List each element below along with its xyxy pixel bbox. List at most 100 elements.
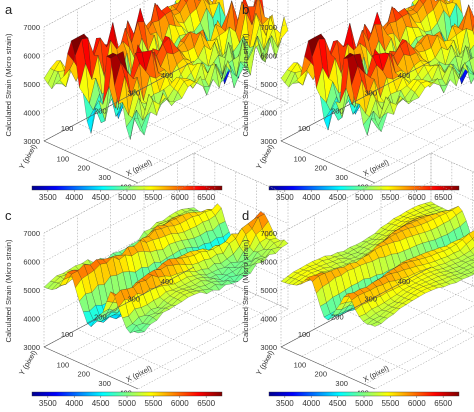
z-tick-label: 3000 [260, 343, 277, 352]
panel-b: 3000 4000 5000 6000 7000 100 200 300 400 100 200 30… [241, 0, 474, 202]
surface-cell [133, 118, 145, 136]
y-axis-label: Y (pixel) [254, 142, 276, 171]
z-tick-label: 3000 [23, 343, 40, 352]
x-tick-label: 300 [335, 173, 348, 182]
colorbar [268, 391, 460, 397]
panel-letter: c [5, 208, 12, 223]
z-axis-label: Calculated Strain (Micro strain) [241, 33, 250, 136]
y-axis-line [43, 60, 195, 142]
z-tick-label: 7000 [23, 229, 40, 238]
panel-letter: b [242, 2, 249, 17]
z-tick-label: 5000 [260, 286, 277, 295]
y-tick-label: 200 [331, 106, 344, 115]
colorbar-tick-label: 5000 [355, 399, 373, 408]
z-tick-label: 4000 [23, 109, 40, 118]
z-tick-label: 5000 [260, 80, 277, 89]
x-axis-line [280, 346, 376, 390]
surface-cell [370, 321, 382, 327]
z-tick-label: 6000 [23, 258, 40, 267]
x-axis-label: X (pixel) [362, 363, 391, 384]
colorbar-tick-label: 6500 [434, 399, 452, 408]
y-tick-label: 100 [298, 330, 311, 339]
colorbar-tick-label: 5500 [381, 193, 399, 202]
x-tick-label: 100 [294, 154, 307, 163]
y-tick-label: 300 [364, 295, 377, 304]
y-tick-label: 400 [398, 71, 411, 80]
x-axis-label: X (pixel) [125, 363, 154, 384]
panel-d: 3000 4000 5000 6000 7000 100 200 300 400 100 200 30… [241, 152, 474, 408]
y-tick-label: 200 [331, 312, 344, 321]
z-tick-label: 3000 [23, 137, 40, 146]
x-gridline [64, 162, 216, 357]
colorbar-tick-label: 6000 [171, 399, 189, 408]
x-tick-label: 300 [335, 379, 348, 388]
colorbar-tick-label: 4000 [302, 193, 320, 202]
z-tick-label: 7000 [23, 23, 40, 32]
z-tick-label: 4000 [23, 315, 40, 324]
x-tick-label: 100 [57, 154, 70, 163]
colorbar-tick-label: 5000 [118, 193, 136, 202]
z-axis-label: Calculated Strain (Micro strain) [4, 239, 13, 342]
colorbar-tick-label: 5000 [355, 193, 373, 202]
x-tick-label: 100 [294, 360, 307, 369]
surface-cell [370, 118, 382, 132]
y-axis-line [280, 60, 432, 142]
colorbar-tick-label: 4000 [302, 399, 320, 408]
x-gridline [301, 162, 453, 357]
x-axis-line [43, 140, 139, 184]
panel-c: 3000 4000 5000 6000 7000 100 200 300 400 100 200 30… [4, 152, 289, 408]
y-tick-label: 400 [398, 277, 411, 286]
axis-pane [280, 0, 432, 142]
colorbar-tick-label: 6500 [434, 193, 452, 202]
z-tick-label: 6000 [260, 258, 277, 267]
z-axis-label: Calculated Strain (Micro strain) [4, 33, 13, 136]
z-tick-label: 7000 [260, 23, 277, 32]
x-axis-label: X (pixel) [362, 157, 391, 178]
x-tick-label: 200 [78, 370, 91, 379]
colorbar-tick-label: 6000 [408, 399, 426, 408]
colorbar-tick-label: 4500 [329, 399, 347, 408]
panel-letter: d [242, 208, 249, 223]
colorbar [31, 185, 223, 191]
z-tick-label: 6000 [260, 52, 277, 61]
z-tick-label: 6000 [23, 52, 40, 61]
y-axis-label: Y (pixel) [17, 348, 39, 377]
colorbar-tick-label: 5500 [381, 399, 399, 408]
axis-pane [43, 152, 195, 348]
x-tick-label: 200 [315, 164, 328, 173]
surface-mesh [43, 0, 289, 141]
x-tick-label: 200 [78, 164, 91, 173]
x-tick-label: 300 [98, 173, 111, 182]
colorbar-tick-label: 4500 [92, 399, 110, 408]
x-tick-label: 300 [98, 379, 111, 388]
x-gridline [127, 0, 278, 179]
z-tick-label: 3000 [260, 137, 277, 146]
y-axis-line [280, 266, 432, 348]
z-tick-label: 5000 [23, 80, 40, 89]
y-tick-label: 400 [161, 277, 174, 286]
y-tick-label: 400 [161, 71, 174, 80]
colorbar-tick-label: 6500 [197, 399, 215, 408]
y-tick-label: 100 [61, 330, 74, 339]
colorbar-tick-label: 3500 [39, 193, 57, 202]
axis-pane [43, 0, 195, 142]
surface-mesh [43, 203, 289, 334]
colorbar-tick-label: 4000 [65, 399, 83, 408]
surface-mesh [280, 0, 474, 136]
y-tick-label: 200 [94, 312, 107, 321]
colorbar-tick-label: 6500 [197, 193, 215, 202]
axis-pane [430, 152, 474, 287]
axis-pane [193, 152, 289, 310]
y-tick-label: 300 [127, 89, 140, 98]
z-tick-label: 7000 [260, 229, 277, 238]
colorbar-tick-label: 5500 [144, 193, 162, 202]
colorbar-tick-label: 6000 [408, 193, 426, 202]
colorbar-tick-label: 3500 [276, 193, 294, 202]
y-tick-label: 300 [127, 295, 140, 304]
z-tick-label: 4000 [260, 109, 277, 118]
colorbar-tick-label: 4000 [65, 193, 83, 202]
colorbar-tick-label: 4500 [329, 193, 347, 202]
colorbar-tick-label: 3500 [39, 399, 57, 408]
axis-pane [280, 152, 432, 348]
